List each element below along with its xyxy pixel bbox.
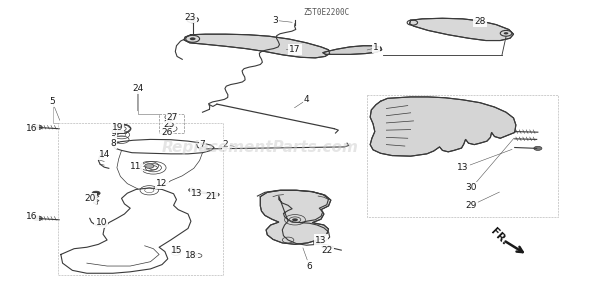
Text: 3: 3 xyxy=(272,16,278,25)
Text: 21: 21 xyxy=(205,192,217,201)
Circle shape xyxy=(189,188,195,192)
Polygon shape xyxy=(323,46,382,54)
Text: 6: 6 xyxy=(307,262,312,271)
Text: 30: 30 xyxy=(466,183,477,192)
Text: 16: 16 xyxy=(26,124,38,133)
Text: 19: 19 xyxy=(112,123,123,132)
Text: 24: 24 xyxy=(132,84,143,93)
Text: 5: 5 xyxy=(50,97,55,106)
Circle shape xyxy=(504,32,509,35)
Text: 13: 13 xyxy=(457,163,468,172)
Text: 29: 29 xyxy=(466,201,477,210)
Circle shape xyxy=(534,146,542,150)
Polygon shape xyxy=(260,190,331,244)
Polygon shape xyxy=(184,34,330,58)
Text: 13: 13 xyxy=(315,235,327,245)
Text: 26: 26 xyxy=(161,128,172,137)
Text: 16: 16 xyxy=(26,212,38,221)
Circle shape xyxy=(292,218,298,221)
Text: ReplacementParts.com: ReplacementParts.com xyxy=(162,140,359,155)
Text: 17: 17 xyxy=(289,45,301,54)
Text: 8: 8 xyxy=(110,139,116,148)
Text: 27: 27 xyxy=(167,113,178,122)
Text: 15: 15 xyxy=(171,246,182,255)
Text: 9: 9 xyxy=(110,129,116,137)
Text: 10: 10 xyxy=(96,218,107,227)
Text: 22: 22 xyxy=(321,246,332,255)
Circle shape xyxy=(145,164,154,168)
Circle shape xyxy=(92,191,100,195)
Text: 20: 20 xyxy=(84,194,96,203)
Circle shape xyxy=(190,37,195,40)
Text: Z5T0E2200C: Z5T0E2200C xyxy=(304,8,350,17)
Text: 11: 11 xyxy=(130,162,142,171)
Polygon shape xyxy=(370,97,516,156)
Circle shape xyxy=(322,245,329,248)
Polygon shape xyxy=(409,18,513,40)
Text: 7: 7 xyxy=(199,140,205,149)
Text: 14: 14 xyxy=(99,150,110,159)
Text: 1: 1 xyxy=(373,43,379,52)
Text: 4: 4 xyxy=(304,95,309,104)
Circle shape xyxy=(33,216,42,221)
Text: 13: 13 xyxy=(191,189,202,198)
Circle shape xyxy=(33,125,42,130)
Circle shape xyxy=(190,18,195,21)
Text: 28: 28 xyxy=(474,17,486,26)
Text: 23: 23 xyxy=(184,13,195,22)
Text: 18: 18 xyxy=(185,251,196,260)
Text: 12: 12 xyxy=(156,179,168,188)
Circle shape xyxy=(313,241,320,245)
Text: FR.: FR. xyxy=(488,226,509,247)
Text: 25: 25 xyxy=(164,120,175,129)
Text: 2: 2 xyxy=(223,140,228,149)
Circle shape xyxy=(211,193,219,197)
